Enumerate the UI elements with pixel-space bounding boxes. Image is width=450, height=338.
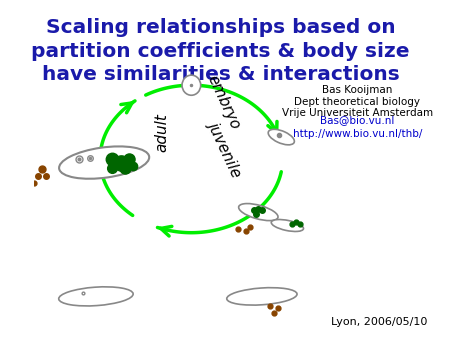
Ellipse shape (59, 146, 149, 179)
Text: juvenile: juvenile (206, 118, 245, 179)
Text: embryo: embryo (204, 72, 242, 132)
Text: Bas Kooijman
Dept theoretical biology
Vrije Universiteit Amsterdam: Bas Kooijman Dept theoretical biology Vr… (282, 85, 433, 118)
Text: http://www.bio.vu.nl/thb/: http://www.bio.vu.nl/thb/ (292, 129, 422, 139)
Ellipse shape (271, 219, 303, 232)
Ellipse shape (58, 287, 133, 306)
Ellipse shape (268, 129, 294, 145)
Ellipse shape (182, 75, 201, 95)
Text: adult: adult (154, 113, 169, 152)
Ellipse shape (238, 203, 278, 221)
Text: Bas@bio.vu.nl: Bas@bio.vu.nl (320, 115, 395, 125)
Text: Lyon, 2006/05/10: Lyon, 2006/05/10 (332, 317, 428, 327)
Text: Scaling relationships based on
partition coefficients & body size
have similarit: Scaling relationships based on partition… (31, 18, 410, 84)
Ellipse shape (227, 288, 297, 305)
